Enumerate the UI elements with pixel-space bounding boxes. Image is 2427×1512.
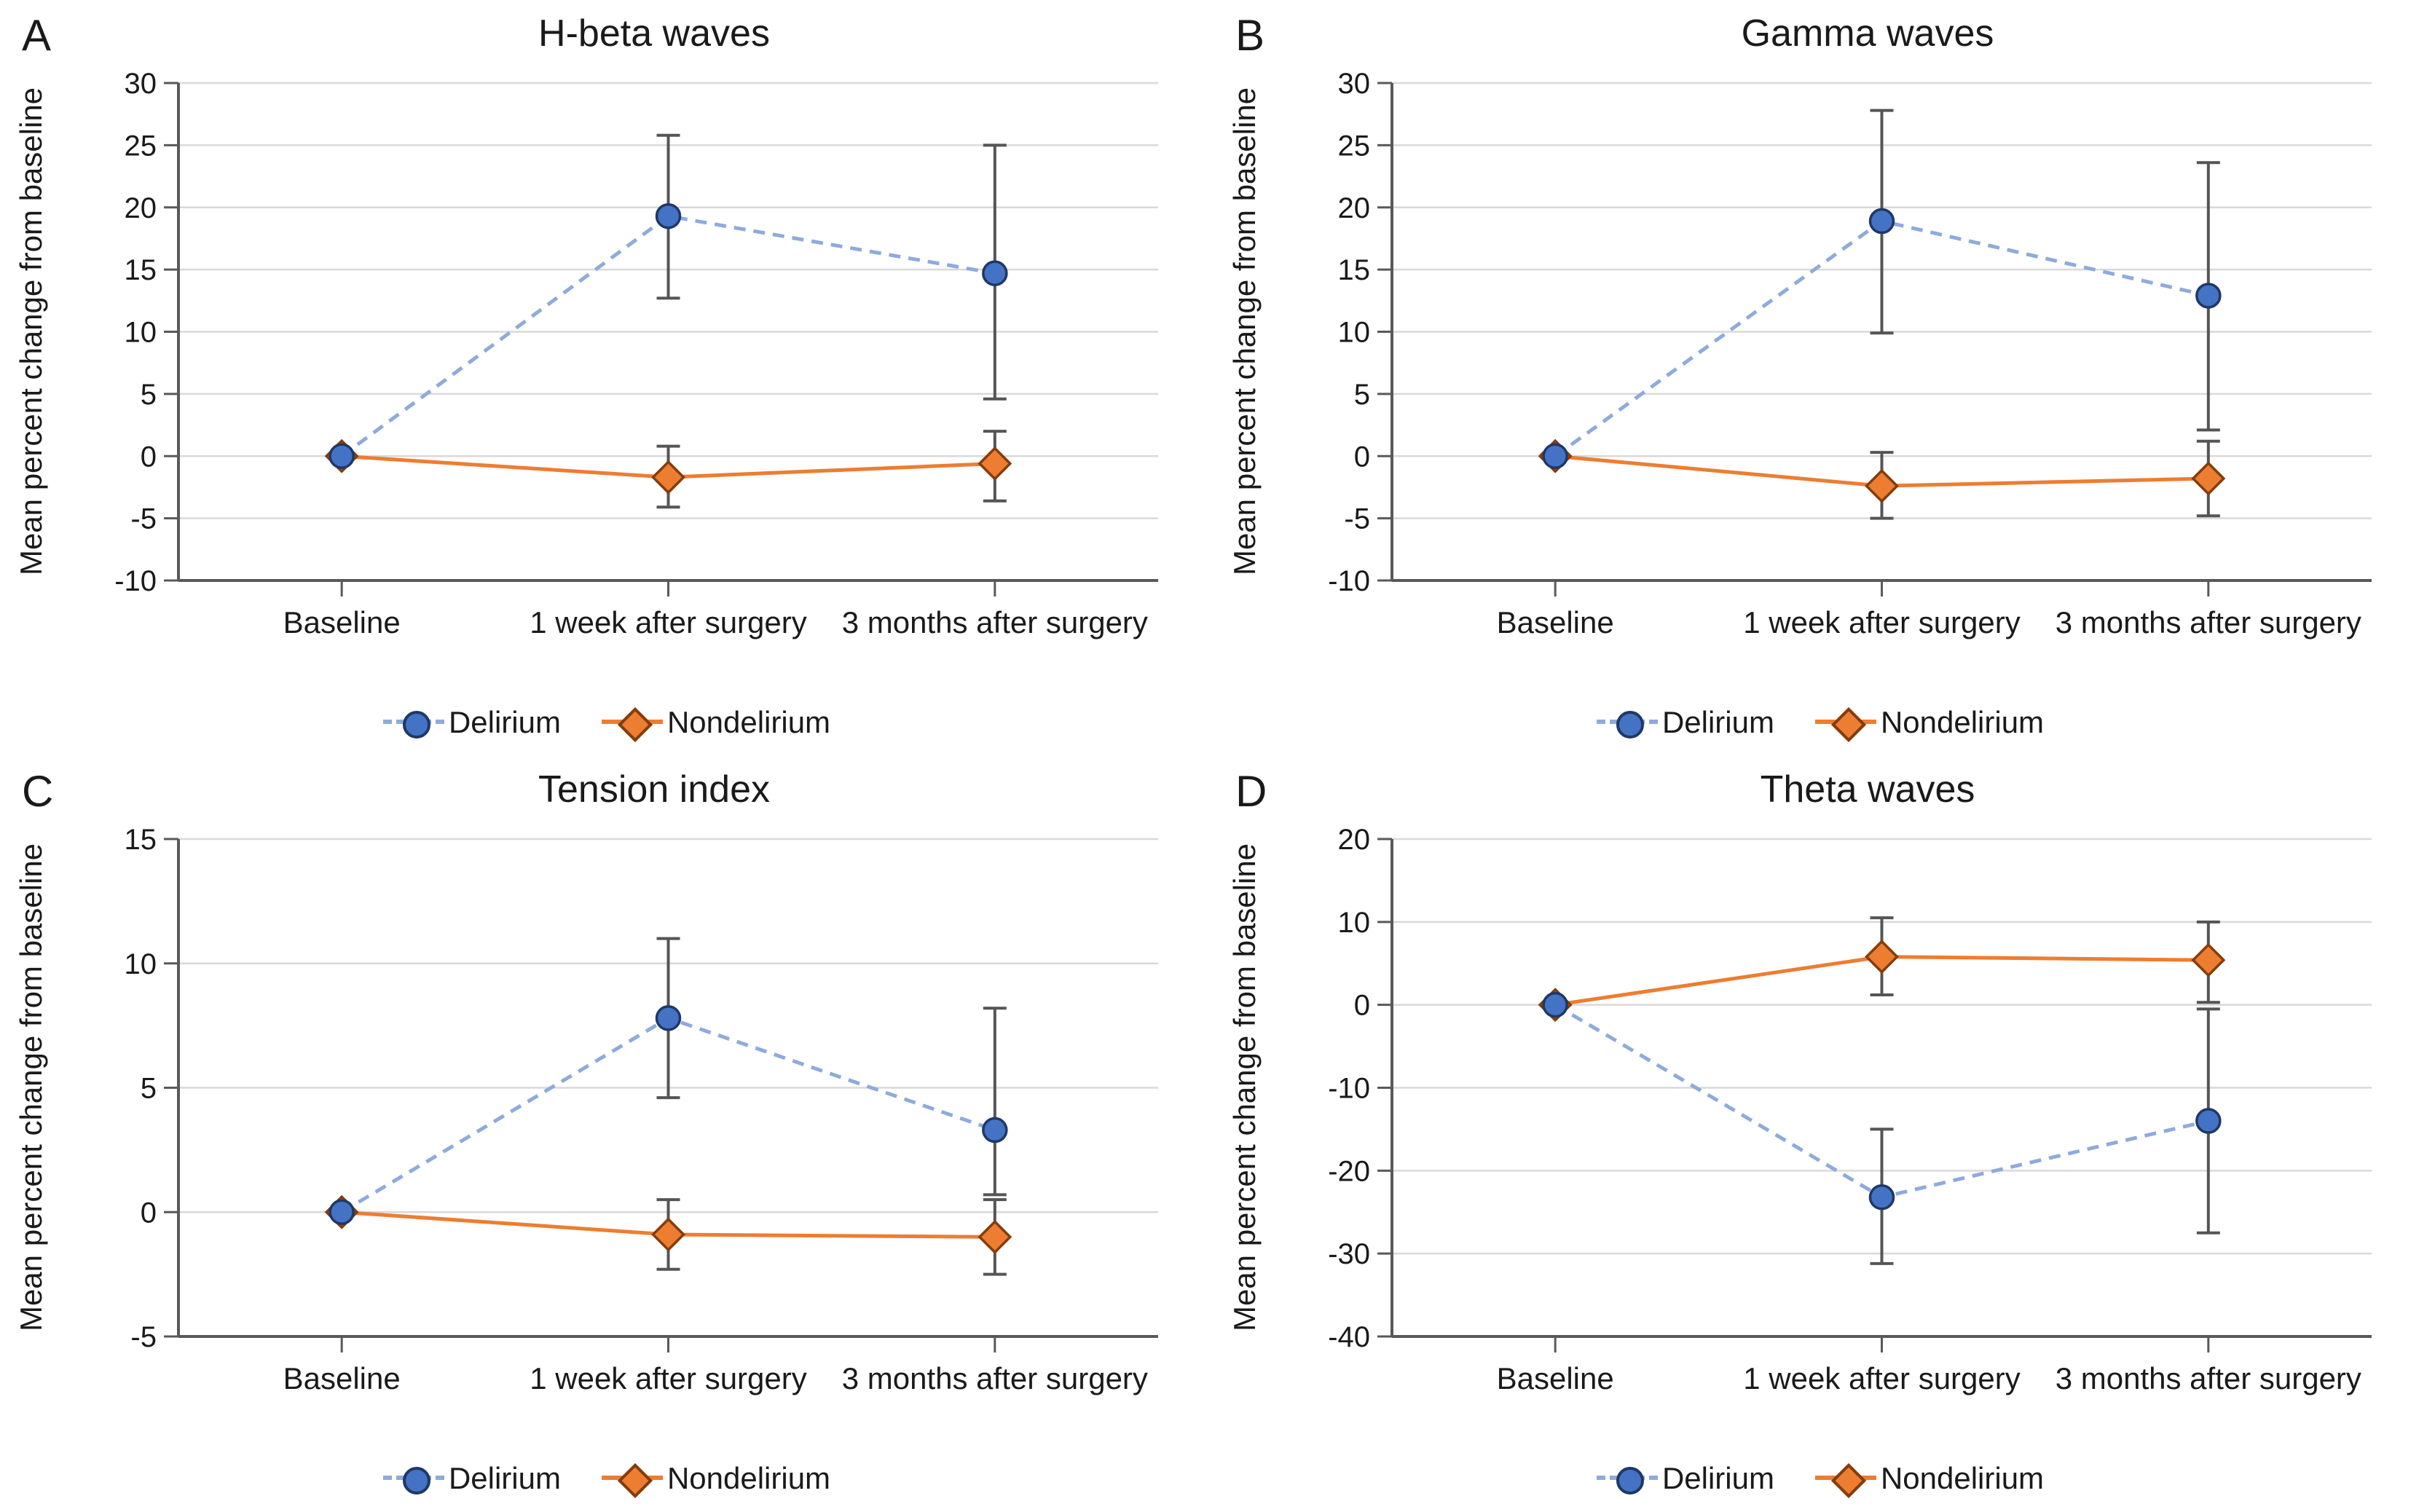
svg-text:10: 10	[1338, 907, 1371, 939]
legend-label: Delirium	[1661, 705, 1774, 739]
delirium-legend-marker	[382, 708, 444, 739]
legend-label: Nondelirium	[1880, 1461, 2045, 1495]
y-axis-label: Mean percent change from baseline	[14, 843, 49, 1332]
nondelirium-legend-marker	[601, 1462, 663, 1499]
svg-text:-40: -40	[1328, 1321, 1370, 1353]
svg-text:Baseline: Baseline	[1497, 1361, 1614, 1395]
svg-text:-10: -10	[1328, 565, 1370, 597]
y-axis-label: Mean percent change from baseline	[1227, 843, 1262, 1332]
legend-label: Delirium	[1661, 1461, 1774, 1495]
legend-item-nondelirium: Nondelirium	[1814, 705, 2045, 743]
plot-area: 30 25 20 15 10 5 0 -5 -10 Baseline 1 week after su…	[1328, 68, 2372, 639]
chart-title: Tension index	[538, 768, 770, 811]
legend: Delirium Nondelirium	[0, 1461, 1214, 1499]
chart-title: H-beta waves	[538, 12, 770, 55]
legend-item-nondelirium: Nondelirium	[601, 705, 831, 743]
plot-area: 15 10 5 0 -5 Baseline 1 week after surgery 3 mo…	[125, 824, 1158, 1395]
svg-text:-10: -10	[114, 565, 157, 597]
panel-label: D	[1235, 767, 1267, 816]
panel-tension-index: C Tension index Mean percent change from…	[0, 756, 1214, 1512]
svg-text:1 week after surgery: 1 week after surgery	[530, 605, 807, 639]
panel-gamma-waves: B Gamma waves Mean percent change from b…	[1214, 0, 2427, 756]
legend-label: Delirium	[448, 705, 561, 739]
legend-item-nondelirium: Nondelirium	[1814, 1461, 2045, 1499]
svg-text:5: 5	[141, 379, 157, 411]
legend-label: Nondelirium	[1880, 705, 2045, 739]
nondelirium-legend-marker	[601, 706, 663, 743]
svg-text:30: 30	[1338, 68, 1371, 100]
svg-text:30: 30	[125, 68, 157, 100]
legend-item-nondelirium: Nondelirium	[601, 1461, 831, 1499]
panel-label: B	[1235, 11, 1265, 60]
svg-text:10: 10	[125, 948, 157, 980]
svg-text:0: 0	[141, 441, 157, 473]
svg-text:Baseline: Baseline	[1497, 605, 1614, 639]
plot-area: 20 10 0 -10 -20 -30 -40 Baseline 1 week after su…	[1328, 824, 2372, 1395]
svg-text:5: 5	[141, 1073, 157, 1105]
legend-label: Nondelirium	[666, 705, 831, 739]
svg-text:1 week after surgery: 1 week after surgery	[1743, 605, 2021, 639]
svg-text:-30: -30	[1328, 1238, 1370, 1270]
svg-text:20: 20	[1338, 192, 1371, 224]
nondelirium-legend-marker	[1814, 1462, 1876, 1499]
svg-text:15: 15	[1338, 254, 1371, 286]
svg-text:15: 15	[125, 254, 157, 286]
svg-text:-5: -5	[130, 1321, 157, 1353]
svg-text:10: 10	[125, 317, 157, 349]
svg-text:0: 0	[1354, 990, 1370, 1022]
legend-item-delirium: Delirium	[382, 1461, 561, 1496]
chart-title: Theta waves	[1760, 768, 1975, 811]
svg-text:Baseline: Baseline	[283, 1361, 401, 1395]
legend-label: Nondelirium	[666, 1461, 831, 1495]
svg-text:0: 0	[141, 1197, 157, 1229]
svg-text:-5: -5	[130, 503, 157, 535]
y-axis-label: Mean percent change from baseline	[14, 87, 49, 576]
svg-text:1 week after surgery: 1 week after surgery	[530, 1361, 807, 1395]
delirium-legend-marker	[1596, 708, 1658, 739]
legend-item-delirium: Delirium	[382, 705, 561, 740]
svg-text:-20: -20	[1328, 1155, 1370, 1187]
svg-text:15: 15	[125, 824, 157, 856]
svg-text:25: 25	[1338, 130, 1371, 162]
legend: Delirium Nondelirium	[1214, 1461, 2427, 1499]
delirium-legend-marker	[1596, 1464, 1658, 1495]
svg-text:3 months after surgery: 3 months after surgery	[2056, 605, 2361, 639]
panel-label: C	[22, 767, 54, 816]
legend: Delirium Nondelirium	[1214, 705, 2427, 743]
legend-label: Delirium	[448, 1461, 561, 1495]
svg-text:3 months after surgery: 3 months after surgery	[842, 605, 1148, 639]
svg-text:0: 0	[1354, 441, 1370, 473]
svg-text:20: 20	[1338, 824, 1371, 856]
svg-text:Baseline: Baseline	[283, 605, 401, 639]
svg-text:25: 25	[125, 130, 157, 162]
svg-text:-10: -10	[1328, 1073, 1370, 1105]
panel-h-beta-waves: A H-beta waves Mean percent change from …	[0, 0, 1214, 756]
plot-area: 30 25 20 15 10 5 0 -5 -10 Baseline 1 week after su…	[114, 68, 1158, 639]
svg-text:3 months after surgery: 3 months after surgery	[842, 1361, 1148, 1395]
legend-item-delirium: Delirium	[1596, 705, 1774, 740]
nondelirium-legend-marker	[1814, 706, 1876, 743]
legend: Delirium Nondelirium	[0, 705, 1214, 743]
svg-text:3 months after surgery: 3 months after surgery	[2056, 1361, 2361, 1395]
panel-label: A	[22, 11, 52, 60]
panel-theta-waves: D Theta waves Mean percent change from b…	[1214, 756, 2427, 1512]
svg-text:5: 5	[1354, 379, 1370, 411]
delirium-legend-marker	[382, 1464, 444, 1495]
svg-text:1 week after surgery: 1 week after surgery	[1743, 1361, 2021, 1395]
svg-text:10: 10	[1338, 317, 1371, 349]
legend-item-delirium: Delirium	[1596, 1461, 1774, 1496]
y-axis-label: Mean percent change from baseline	[1227, 87, 1262, 576]
svg-text:20: 20	[125, 192, 157, 224]
svg-text:-5: -5	[1344, 503, 1370, 535]
chart-title: Gamma waves	[1741, 12, 1994, 55]
